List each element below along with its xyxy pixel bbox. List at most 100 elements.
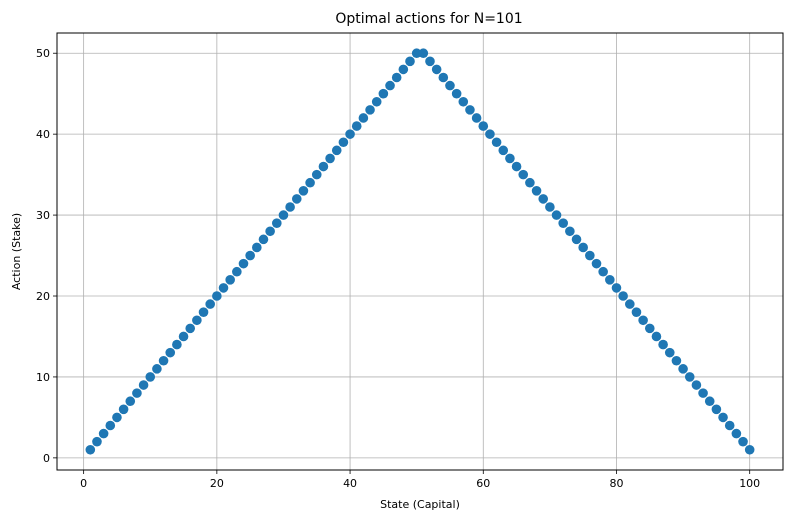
data-point (205, 299, 215, 309)
data-point (531, 186, 542, 196)
data-point (92, 436, 102, 447)
data-point (185, 323, 196, 334)
data-point (558, 218, 569, 228)
data-point (538, 194, 549, 204)
data-point (351, 121, 362, 131)
data-point (311, 169, 322, 180)
data-point (338, 137, 349, 148)
data-point (398, 64, 409, 75)
data-point (651, 331, 662, 342)
data-point (252, 242, 262, 253)
data-point (245, 250, 255, 261)
data-point (358, 113, 369, 123)
data-point (611, 283, 622, 293)
data-point (331, 145, 342, 156)
data-point (671, 355, 682, 366)
data-point (285, 202, 295, 212)
x-tick-label: 40 (343, 477, 357, 490)
data-point (198, 307, 209, 317)
x-tick-label: 80 (609, 477, 623, 490)
data-point (85, 444, 96, 455)
data-point (664, 347, 675, 358)
data-point (585, 250, 595, 261)
data-point (125, 396, 136, 407)
data-point (618, 291, 628, 301)
x-axis-label: State (Capital) (380, 498, 460, 511)
data-point (391, 72, 402, 83)
data-point (658, 339, 668, 350)
data-point (385, 80, 395, 91)
data-point (365, 105, 375, 115)
data-point (625, 299, 635, 309)
data-point (525, 177, 535, 188)
data-point (445, 80, 455, 91)
y-tick-label: 0 (43, 452, 50, 465)
x-tick-label: 100 (739, 477, 760, 490)
x-tick-label: 0 (80, 477, 87, 490)
data-point (458, 96, 469, 107)
data-point (258, 234, 269, 245)
data-point (112, 412, 122, 423)
data-point (165, 347, 176, 358)
data-point (431, 64, 442, 75)
data-points (85, 48, 755, 455)
data-point (704, 396, 715, 407)
data-point (565, 226, 575, 237)
data-point (711, 404, 722, 415)
data-point (192, 315, 202, 326)
data-point (605, 275, 615, 285)
data-point (178, 331, 189, 342)
data-point (698, 388, 708, 398)
y-tick-label: 30 (36, 209, 50, 222)
data-point (718, 412, 728, 423)
data-point (265, 226, 275, 237)
data-point (271, 218, 282, 228)
data-point (132, 388, 142, 398)
data-point (305, 177, 315, 188)
data-point (98, 428, 109, 439)
data-point (551, 210, 562, 220)
y-axis-label: Action (Stake) (10, 213, 23, 290)
data-point (118, 404, 129, 415)
x-tick-label: 20 (210, 477, 224, 490)
data-point (505, 153, 515, 164)
data-point (738, 436, 748, 447)
data-point (691, 380, 702, 390)
data-point (471, 113, 482, 123)
y-tick-label: 50 (36, 47, 50, 60)
data-point (105, 420, 116, 431)
y-tick-label: 40 (36, 128, 50, 141)
data-point (451, 88, 462, 99)
data-point (145, 372, 156, 382)
data-point (571, 234, 582, 245)
data-point (345, 129, 355, 139)
data-point (478, 121, 489, 131)
data-point (638, 315, 648, 326)
data-point (225, 275, 235, 285)
data-point (545, 202, 555, 212)
data-point (498, 145, 509, 156)
data-point (724, 420, 735, 431)
data-point (318, 161, 329, 172)
data-point (218, 283, 229, 293)
data-point (631, 307, 642, 317)
data-point (371, 96, 382, 107)
data-point (578, 242, 588, 253)
y-tick-label: 10 (36, 371, 50, 384)
data-point (278, 210, 289, 220)
data-point (212, 291, 222, 301)
data-point (644, 323, 655, 334)
data-point (152, 364, 162, 374)
data-point (598, 266, 608, 277)
data-point (138, 380, 149, 390)
data-point (291, 194, 302, 204)
data-point (298, 186, 309, 196)
data-point (378, 88, 389, 99)
axis-ticks: 0 20 40 60 80 100 0 10 20 30 40 50 (36, 47, 760, 490)
data-point (491, 137, 502, 148)
data-point (485, 129, 495, 139)
data-point (678, 364, 688, 374)
data-point (511, 161, 522, 172)
